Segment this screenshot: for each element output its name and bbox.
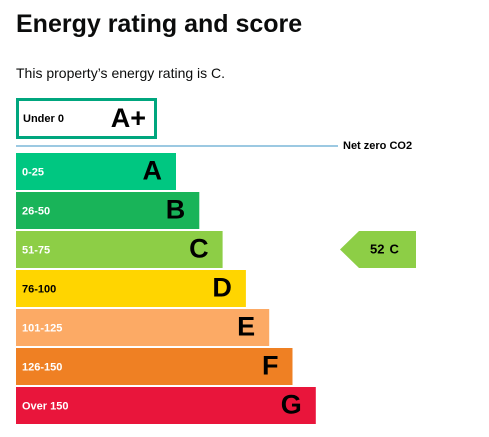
current-letter: C [389, 242, 399, 257]
top-band-letter: A+ [111, 103, 146, 133]
band-bar [16, 270, 246, 307]
band-range: 51-75 [22, 244, 50, 256]
band-range: 101-125 [22, 322, 62, 334]
band-letter: D [212, 273, 232, 303]
band-bar [16, 387, 316, 424]
current-rating: 52 C [370, 242, 399, 257]
band-letter: F [262, 351, 279, 381]
band-range: 26-50 [22, 205, 50, 217]
intro-text: This property’s energy rating is C. [16, 65, 225, 81]
band-bar [16, 231, 223, 268]
band-range: 76-100 [22, 283, 56, 295]
band-letter: C [189, 234, 209, 264]
band-range: 126-150 [22, 361, 62, 373]
top-band-box [16, 98, 157, 139]
band-bar [16, 348, 293, 385]
top-band-range: Under 0 [23, 113, 64, 125]
band-bar [16, 309, 270, 346]
band-letter: G [281, 390, 302, 420]
band-range: Over 150 [22, 400, 68, 412]
band-bar [16, 153, 176, 190]
heading: Energy rating and score [16, 10, 302, 38]
band-range: 0-25 [22, 166, 44, 178]
band-letter: A [143, 156, 163, 186]
band-bar [16, 192, 200, 229]
current-pointer [340, 231, 416, 268]
band-letter: E [237, 312, 255, 342]
band-letter: B [166, 195, 186, 225]
current-score: 52 [370, 242, 384, 257]
net-zero-label: Net zero CO2 [343, 140, 412, 152]
